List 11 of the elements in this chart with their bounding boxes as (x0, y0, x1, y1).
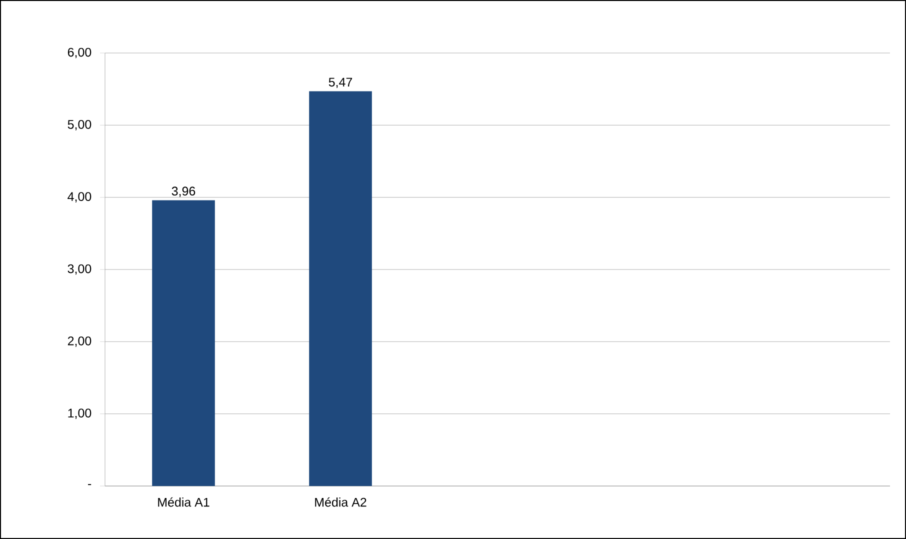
data-label: 3,96 (172, 186, 196, 198)
y-tick-label: - (88, 484, 92, 486)
data-label: 5,47 (328, 78, 352, 88)
y-tick-label: 6,00 (68, 48, 92, 58)
y-tick-label: 3,00 (68, 264, 92, 275)
y-tick-label: 1,00 (68, 408, 92, 419)
y-tick-label: 4,00 (68, 192, 92, 202)
x-tick-label: Média A2 (315, 497, 366, 507)
y-tick-label: 5,00 (68, 120, 92, 130)
x-tick-label: Média A1 (158, 497, 210, 507)
y-tick-label: 2,00 (68, 336, 92, 347)
